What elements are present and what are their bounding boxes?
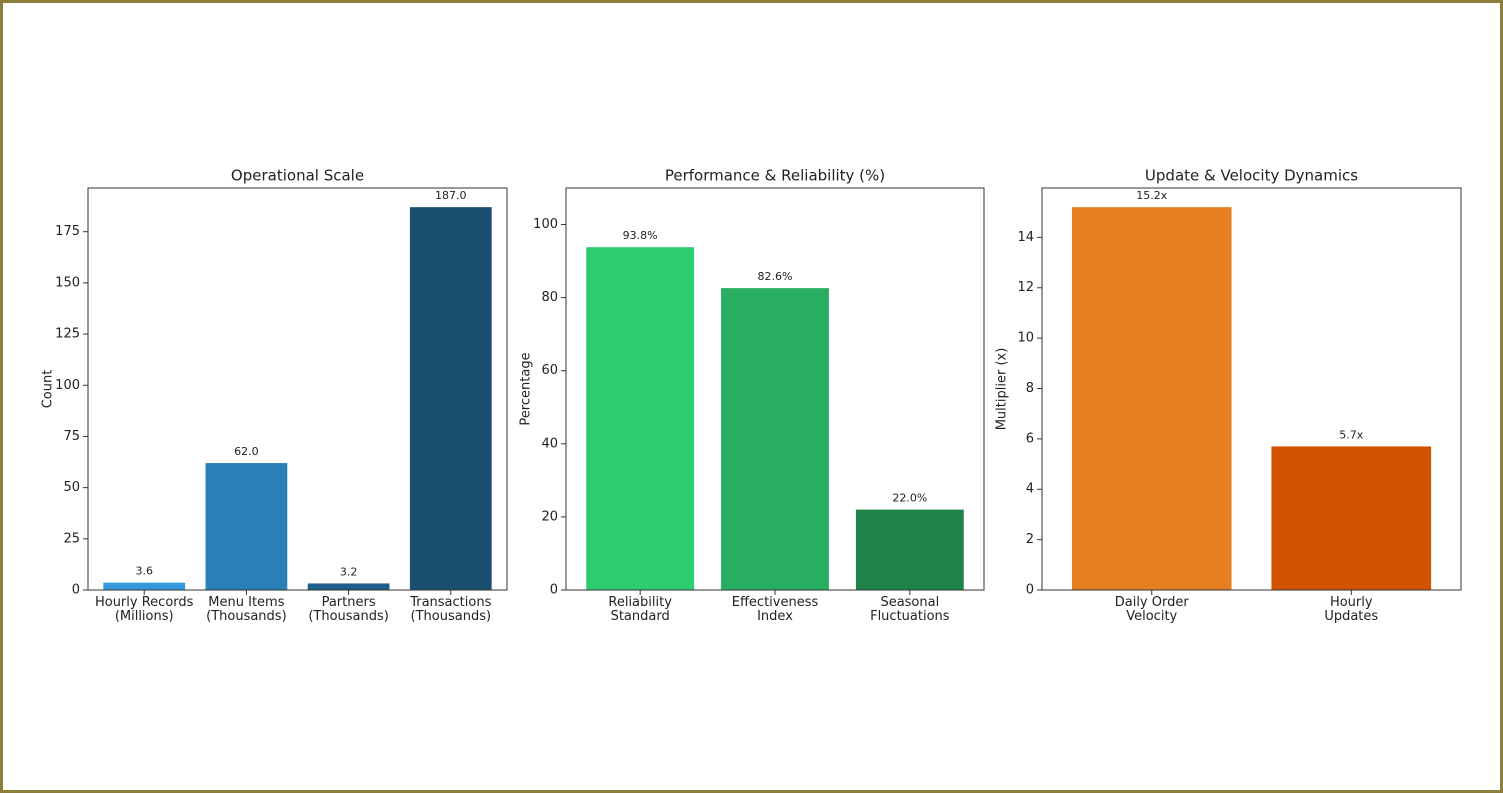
y-tick-label: 50 (63, 480, 80, 495)
bar (721, 288, 829, 590)
x-tick-label: Hourly Records (Millions) (94, 595, 194, 624)
value-label: 62.0 (234, 445, 259, 458)
y-tick-label: 2 (1026, 532, 1034, 547)
y-tick-label: 6 (1026, 431, 1034, 446)
value-label: 3.2 (340, 565, 358, 578)
y-tick-label: 0 (550, 583, 558, 598)
x-tick-label: Transactions (Thousands) (410, 595, 492, 624)
x-tick-label: Menu Items (Thousands) (206, 595, 287, 624)
y-tick-label: 0 (1026, 583, 1034, 598)
y-tick-label: 14 (1017, 230, 1034, 245)
y-tick-label: 8 (1026, 381, 1034, 396)
x-tick-label: Hourly Updates (1324, 595, 1379, 624)
y-tick-label: 80 (541, 290, 558, 305)
x-tick-label: Seasonal Fluctuations (870, 595, 950, 624)
bar (103, 582, 186, 590)
bar (409, 207, 492, 590)
x-tick-label: Partners (Thousands) (308, 595, 389, 624)
y-axis-label: Count (41, 370, 56, 409)
bar (205, 463, 288, 590)
y-tick-label: 75 (63, 429, 80, 444)
chart-title: Performance & Reliability (%) (665, 167, 885, 185)
value-label: 22.0% (892, 492, 927, 505)
x-tick-label: Reliability Standard (608, 595, 672, 624)
y-axis-label: Multiplier (x) (995, 348, 1010, 431)
bar (1071, 207, 1232, 590)
plot-frame (565, 187, 985, 591)
y-tick-label: 10 (1017, 331, 1034, 346)
y-tick-label: 125 (55, 327, 80, 342)
x-tick-label: Effectiveness Index (731, 595, 819, 624)
value-label: 82.6% (758, 270, 793, 283)
plot-frame (87, 187, 508, 591)
bar (586, 247, 695, 590)
value-label: 3.6 (135, 565, 153, 578)
y-tick-label: 175 (55, 224, 80, 239)
value-label: 15.2x (1136, 189, 1167, 202)
x-tick-label: Daily Order Velocity (1114, 595, 1189, 624)
y-tick-label: 100 (55, 378, 80, 393)
plot-frame (1041, 187, 1462, 591)
bar (855, 509, 964, 590)
y-axis-label: Percentage (519, 352, 534, 425)
y-tick-label: 150 (55, 275, 80, 290)
bar (1271, 446, 1432, 590)
y-tick-label: 4 (1026, 482, 1034, 497)
bar (307, 583, 390, 590)
y-tick-label: 20 (541, 509, 558, 524)
chart-title: Update & Velocity Dynamics (1145, 167, 1358, 185)
y-tick-label: 0 (72, 583, 80, 598)
value-label: 93.8% (623, 229, 658, 242)
y-tick-label: 60 (541, 363, 558, 378)
value-label: 5.7x (1339, 428, 1363, 441)
chart-title: Operational Scale (231, 167, 364, 185)
y-tick-label: 12 (1017, 280, 1034, 295)
y-tick-label: 25 (63, 531, 80, 546)
value-label: 187.0 (435, 189, 467, 202)
y-tick-label: 40 (541, 436, 558, 451)
y-tick-label: 100 (533, 217, 558, 232)
